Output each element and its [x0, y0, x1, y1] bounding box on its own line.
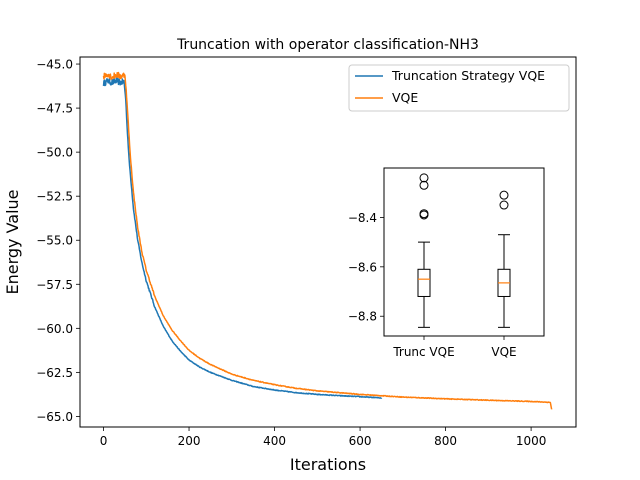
chart-title: Truncation with operator classification-… — [176, 37, 479, 53]
legend: Truncation Strategy VQE VQE — [348, 64, 570, 112]
box-outlier-vqe — [499, 200, 509, 210]
x-tick-label: 200 — [178, 434, 201, 448]
box-outlier-trunc-vqe — [419, 180, 429, 190]
legend-label-truncation: Truncation Strategy VQE — [391, 68, 545, 83]
y-tick-label: −50.0 — [36, 146, 73, 160]
x-tick-label: 1000 — [516, 434, 547, 448]
inset-y-tick-label: −8.8 — [348, 310, 377, 324]
x-ticks: 0 200 400 600 800 1000 — [100, 427, 547, 448]
inset-x-ticks: Trunc VQE VQE — [392, 336, 517, 359]
x-tick-label: 400 — [263, 434, 286, 448]
main-plot-frame — [79, 56, 577, 428]
y-tick-label: −45.0 — [36, 58, 73, 72]
inset-frame — [383, 167, 545, 337]
y-tick-label: −55.0 — [36, 234, 73, 248]
inset-y-tick-label: −8.4 — [348, 211, 377, 225]
main-series-group — [102, 71, 553, 411]
main-axes: Truncation with operator classification-… — [3, 37, 577, 474]
x-tick-label: 800 — [434, 434, 457, 448]
series-line-truncation-vqe — [102, 77, 383, 399]
box-outlier-trunc-vqe — [419, 210, 429, 220]
inset-background — [384, 168, 544, 336]
x-axis-label: Iterations — [290, 455, 366, 474]
y-ticks: −45.0 −47.5 −50.0 −52.5 −55.0 −57.5 −60.0 −62.5… — [36, 58, 80, 424]
y-tick-label: −57.5 — [36, 278, 73, 292]
box-outlier-trunc-vqe — [419, 173, 429, 183]
inset-boxes-group — [417, 173, 511, 328]
inset-boxplot: −8.4 −8.6 −8.8 Trunc VQE VQE — [348, 167, 545, 359]
inset-x-tick-label: VQE — [491, 345, 516, 359]
legend-box — [348, 64, 570, 112]
x-tick-label: 0 — [100, 434, 108, 448]
box-outlier-vqe — [499, 190, 509, 200]
legend-label-vqe: VQE — [392, 90, 418, 105]
inset-x-tick-label: Trunc VQE — [392, 345, 454, 359]
y-tick-label: −47.5 — [36, 102, 73, 116]
y-tick-label: −65.0 — [36, 410, 73, 424]
inset-y-tick-label: −8.6 — [348, 260, 377, 274]
y-axis-label: Energy Value — [3, 189, 22, 294]
y-tick-label: −60.0 — [36, 322, 73, 336]
y-tick-label: −62.5 — [36, 366, 73, 380]
x-tick-label: 600 — [349, 434, 372, 448]
y-tick-label: −52.5 — [36, 190, 73, 204]
box-iqr-trunc-vqe — [417, 268, 431, 297]
inset-y-ticks: −8.4 −8.6 −8.8 — [348, 211, 384, 324]
series-line-vqe — [102, 71, 553, 411]
